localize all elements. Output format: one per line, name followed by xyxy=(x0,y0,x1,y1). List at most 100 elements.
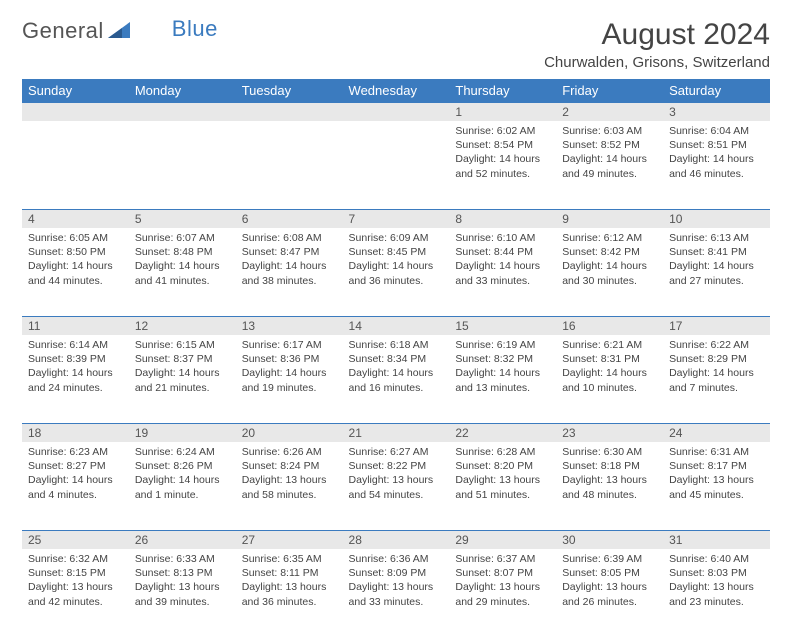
day-28-sr: Sunrise: 6:36 AM xyxy=(349,552,444,566)
day-23-dl1: Daylight: 13 hours xyxy=(562,473,657,487)
week-1-daynum-row: 45678910 xyxy=(22,209,770,228)
day-31-sr: Sunrise: 6:40 AM xyxy=(669,552,764,566)
day-number-19: 19 xyxy=(129,423,236,442)
day-14-ss: Sunset: 8:34 PM xyxy=(349,352,444,366)
day-number-empty xyxy=(236,102,343,121)
day-number-14: 14 xyxy=(343,316,450,335)
day-19-dl1: Daylight: 14 hours xyxy=(135,473,230,487)
day-9-dl2: and 30 minutes. xyxy=(562,274,657,288)
day-17-ss: Sunset: 8:29 PM xyxy=(669,352,764,366)
day-detail-9: Sunrise: 6:12 AMSunset: 8:42 PMDaylight:… xyxy=(556,228,663,294)
day-30-ss: Sunset: 8:05 PM xyxy=(562,566,657,580)
day-13-dl1: Daylight: 14 hours xyxy=(242,366,337,380)
day-2-ss: Sunset: 8:52 PM xyxy=(562,138,657,152)
day-31-ss: Sunset: 8:03 PM xyxy=(669,566,764,580)
day-12-ss: Sunset: 8:37 PM xyxy=(135,352,230,366)
day-number-23: 23 xyxy=(556,423,663,442)
day-11-dl1: Daylight: 14 hours xyxy=(28,366,123,380)
day-number-28: 28 xyxy=(343,530,450,549)
day-2-dl1: Daylight: 14 hours xyxy=(562,152,657,166)
day-3-dl2: and 46 minutes. xyxy=(669,167,764,181)
day-23-dl2: and 48 minutes. xyxy=(562,488,657,502)
day-number-5: 5 xyxy=(129,209,236,228)
day-21-sr: Sunrise: 6:27 AM xyxy=(349,445,444,459)
day-detail-20: Sunrise: 6:26 AMSunset: 8:24 PMDaylight:… xyxy=(236,442,343,508)
day-header-friday: Friday xyxy=(556,79,663,102)
week-4-detail-row: Sunrise: 6:32 AMSunset: 8:15 PMDaylight:… xyxy=(22,549,770,637)
day-detail-24: Sunrise: 6:31 AMSunset: 8:17 PMDaylight:… xyxy=(663,442,770,508)
day-12-dl1: Daylight: 14 hours xyxy=(135,366,230,380)
day-10-dl1: Daylight: 14 hours xyxy=(669,259,764,273)
day-6-dl1: Daylight: 14 hours xyxy=(242,259,337,273)
day-4-ss: Sunset: 8:50 PM xyxy=(28,245,123,259)
day-5-dl2: and 41 minutes. xyxy=(135,274,230,288)
day-number-empty xyxy=(129,102,236,121)
day-8-dl1: Daylight: 14 hours xyxy=(455,259,550,273)
day-31-dl2: and 23 minutes. xyxy=(669,595,764,609)
day-9-dl1: Daylight: 14 hours xyxy=(562,259,657,273)
day-5-sr: Sunrise: 6:07 AM xyxy=(135,231,230,245)
day-number-empty xyxy=(343,102,450,121)
day-24-dl1: Daylight: 13 hours xyxy=(669,473,764,487)
day-21-dl1: Daylight: 13 hours xyxy=(349,473,444,487)
day-26-ss: Sunset: 8:13 PM xyxy=(135,566,230,580)
day-detail-30: Sunrise: 6:39 AMSunset: 8:05 PMDaylight:… xyxy=(556,549,663,615)
day-29-sr: Sunrise: 6:37 AM xyxy=(455,552,550,566)
day-detail-16: Sunrise: 6:21 AMSunset: 8:31 PMDaylight:… xyxy=(556,335,663,401)
day-detail-21: Sunrise: 6:27 AMSunset: 8:22 PMDaylight:… xyxy=(343,442,450,508)
day-29-ss: Sunset: 8:07 PM xyxy=(455,566,550,580)
day-20-sr: Sunrise: 6:26 AM xyxy=(242,445,337,459)
day-detail-12: Sunrise: 6:15 AMSunset: 8:37 PMDaylight:… xyxy=(129,335,236,401)
day-27-dl1: Daylight: 13 hours xyxy=(242,580,337,594)
day-29-dl2: and 29 minutes. xyxy=(455,595,550,609)
day-16-dl1: Daylight: 14 hours xyxy=(562,366,657,380)
day-21-dl2: and 54 minutes. xyxy=(349,488,444,502)
day-3-dl1: Daylight: 14 hours xyxy=(669,152,764,166)
day-10-ss: Sunset: 8:41 PM xyxy=(669,245,764,259)
day-detail-8: Sunrise: 6:10 AMSunset: 8:44 PMDaylight:… xyxy=(449,228,556,294)
day-9-sr: Sunrise: 6:12 AM xyxy=(562,231,657,245)
week-2-daynum-row: 11121314151617 xyxy=(22,316,770,335)
day-17-dl1: Daylight: 14 hours xyxy=(669,366,764,380)
day-24-sr: Sunrise: 6:31 AM xyxy=(669,445,764,459)
week-2-detail-row: Sunrise: 6:14 AMSunset: 8:39 PMDaylight:… xyxy=(22,335,770,423)
day-19-ss: Sunset: 8:26 PM xyxy=(135,459,230,473)
day-8-dl2: and 33 minutes. xyxy=(455,274,550,288)
week-3-detail-row: Sunrise: 6:23 AMSunset: 8:27 PMDaylight:… xyxy=(22,442,770,530)
day-24-dl2: and 45 minutes. xyxy=(669,488,764,502)
day-number-12: 12 xyxy=(129,316,236,335)
day-detail-26: Sunrise: 6:33 AMSunset: 8:13 PMDaylight:… xyxy=(129,549,236,615)
logo-text-1: General xyxy=(22,18,104,44)
day-number-21: 21 xyxy=(343,423,450,442)
day-25-sr: Sunrise: 6:32 AM xyxy=(28,552,123,566)
day-number-4: 4 xyxy=(22,209,129,228)
day-26-dl2: and 39 minutes. xyxy=(135,595,230,609)
day-14-sr: Sunrise: 6:18 AM xyxy=(349,338,444,352)
day-26-dl1: Daylight: 13 hours xyxy=(135,580,230,594)
day-number-31: 31 xyxy=(663,530,770,549)
day-16-sr: Sunrise: 6:21 AM xyxy=(562,338,657,352)
day-28-ss: Sunset: 8:09 PM xyxy=(349,566,444,580)
day-number-1: 1 xyxy=(449,102,556,121)
day-1-dl1: Daylight: 14 hours xyxy=(455,152,550,166)
day-27-dl2: and 36 minutes. xyxy=(242,595,337,609)
day-header-tuesday: Tuesday xyxy=(236,79,343,102)
day-number-18: 18 xyxy=(22,423,129,442)
day-27-sr: Sunrise: 6:35 AM xyxy=(242,552,337,566)
day-4-dl1: Daylight: 14 hours xyxy=(28,259,123,273)
day-detail-empty xyxy=(22,121,129,130)
day-detail-22: Sunrise: 6:28 AMSunset: 8:20 PMDaylight:… xyxy=(449,442,556,508)
day-detail-empty xyxy=(236,121,343,130)
day-number-17: 17 xyxy=(663,316,770,335)
day-6-sr: Sunrise: 6:08 AM xyxy=(242,231,337,245)
day-11-ss: Sunset: 8:39 PM xyxy=(28,352,123,366)
day-number-22: 22 xyxy=(449,423,556,442)
day-16-ss: Sunset: 8:31 PM xyxy=(562,352,657,366)
logo: General Blue xyxy=(22,18,218,44)
day-number-16: 16 xyxy=(556,316,663,335)
day-detail-empty xyxy=(343,121,450,130)
day-14-dl2: and 16 minutes. xyxy=(349,381,444,395)
day-22-sr: Sunrise: 6:28 AM xyxy=(455,445,550,459)
day-18-dl1: Daylight: 14 hours xyxy=(28,473,123,487)
day-detail-10: Sunrise: 6:13 AMSunset: 8:41 PMDaylight:… xyxy=(663,228,770,294)
